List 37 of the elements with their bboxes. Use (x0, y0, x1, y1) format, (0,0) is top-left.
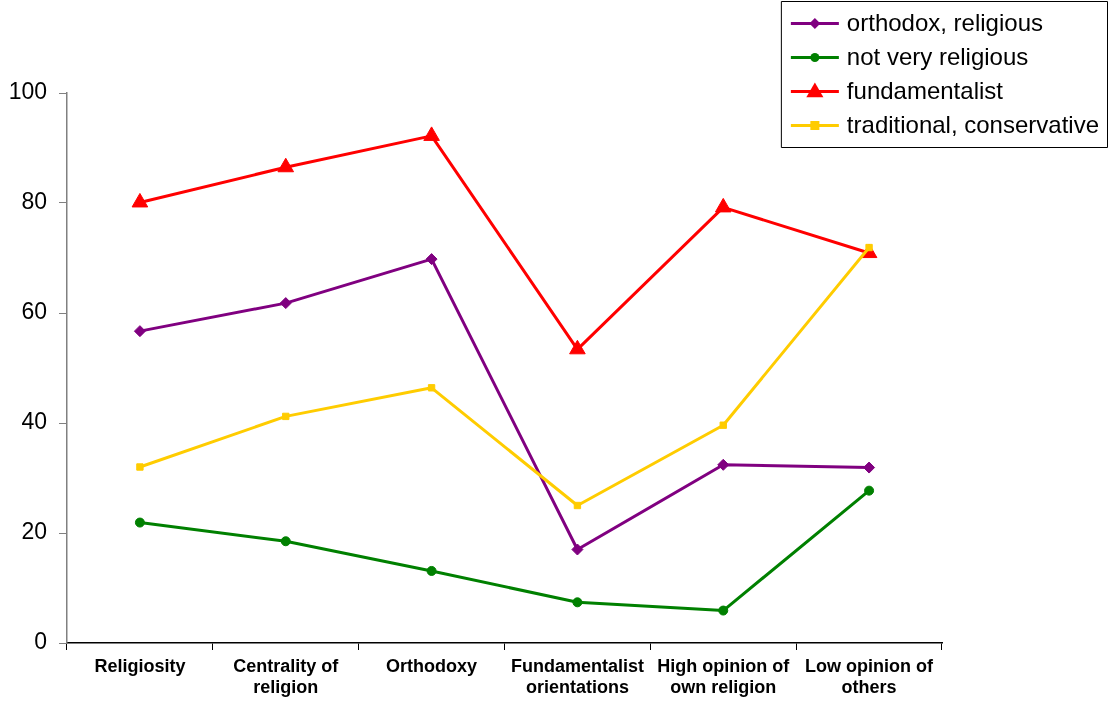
y-tick-label: 60 (21, 298, 47, 325)
x-tick-label: Orthodoxy (386, 655, 478, 676)
point (136, 463, 144, 471)
point (863, 461, 876, 474)
y-tick-label: 0 (34, 628, 47, 655)
y-tick-label: 80 (21, 188, 47, 215)
y-tick-label: 40 (21, 408, 47, 435)
point (131, 192, 149, 208)
point (280, 536, 291, 547)
x-tick-label: High opinion of own religion (657, 655, 791, 698)
x-tick-label: Centrality of religion (233, 655, 340, 698)
point (718, 605, 729, 616)
x-tick-label: Low opinion of others (805, 655, 935, 698)
point (133, 325, 146, 338)
point (134, 517, 145, 528)
point (569, 339, 586, 355)
legend-label: orthodox, religious (846, 9, 1043, 37)
point (572, 597, 583, 608)
legend-label: traditional, conservative (846, 111, 1100, 139)
point (425, 253, 438, 266)
point (719, 421, 727, 429)
point (571, 543, 584, 556)
point (864, 485, 875, 496)
point (423, 126, 440, 141)
point (426, 565, 437, 576)
y-tick-label: 100 (8, 78, 47, 105)
x-tick-label: Religiosity (94, 655, 186, 676)
legend-label: fundamentalist (846, 77, 1004, 105)
point (427, 384, 436, 392)
point (573, 501, 582, 510)
x-tick-label: Fundamentalist orientations (510, 655, 644, 698)
point (282, 412, 290, 421)
y-tick-label: 20 (21, 518, 47, 545)
point (279, 297, 292, 310)
point (714, 197, 732, 213)
point (277, 157, 295, 173)
legend-label: not very religious (846, 43, 1029, 71)
